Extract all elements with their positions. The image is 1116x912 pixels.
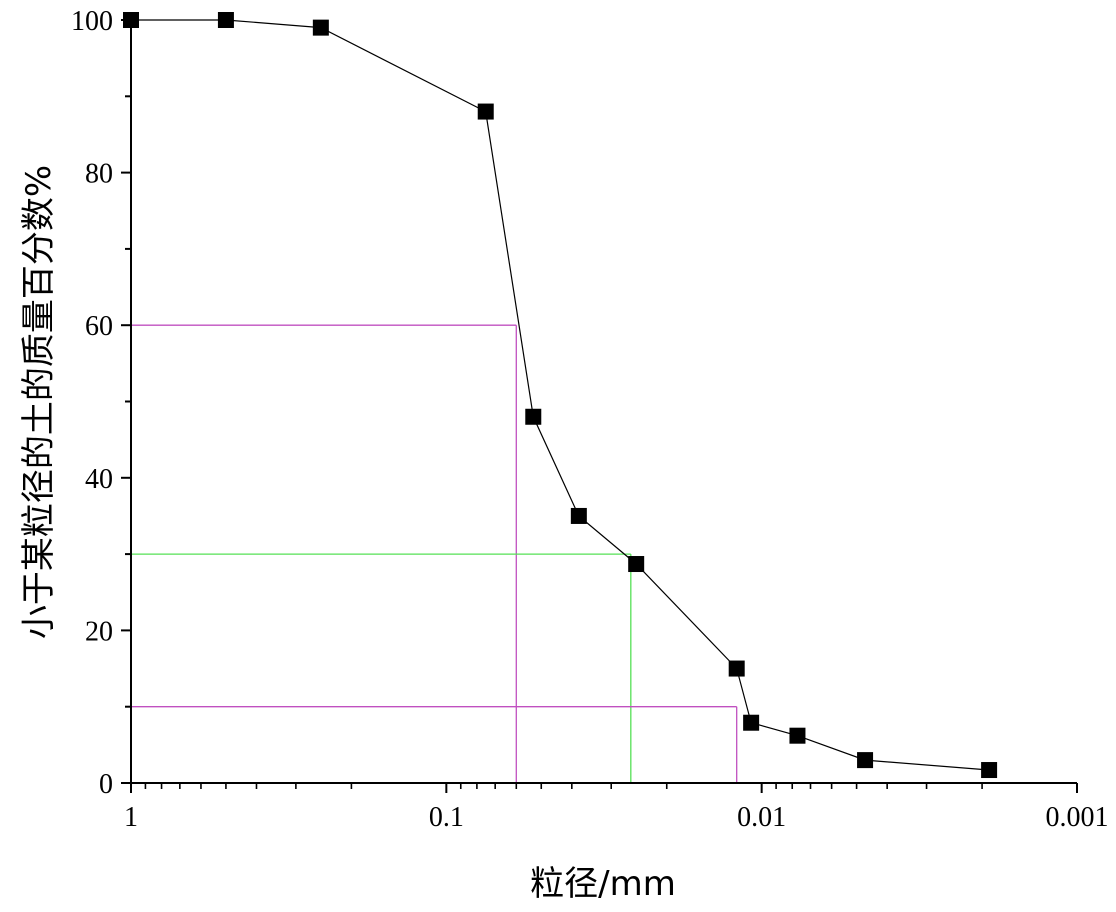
data-point bbox=[570, 507, 587, 524]
data-point bbox=[123, 12, 139, 28]
x-tick-label: 0.001 bbox=[1046, 802, 1109, 833]
data-point bbox=[728, 660, 745, 677]
series-line bbox=[131, 19, 990, 771]
x-tick-label: 0.01 bbox=[737, 802, 786, 833]
data-point bbox=[312, 19, 329, 36]
data-point bbox=[217, 12, 234, 28]
x-tick-label: 0.1 bbox=[429, 802, 464, 833]
y-axis-label: 小于某粒径的土的质量百分数% bbox=[19, 165, 59, 639]
x-tick-label: 1 bbox=[124, 802, 138, 833]
data-point bbox=[743, 714, 760, 731]
y-tick-label: 100 bbox=[71, 6, 113, 37]
data-point bbox=[981, 762, 998, 779]
y-tick-label: 60 bbox=[85, 311, 113, 342]
y-tick-label: 40 bbox=[85, 464, 113, 495]
tick-labels: 0 20 40 60 80 100 1 0.1 0.01 0.001 bbox=[71, 6, 1109, 833]
y-tick-label: 20 bbox=[85, 616, 113, 647]
data-point bbox=[789, 727, 806, 744]
data-point bbox=[857, 752, 874, 769]
data-point bbox=[628, 556, 645, 573]
x-axis-label: 粒径/mm bbox=[530, 864, 676, 904]
data-points bbox=[123, 12, 998, 779]
data-point bbox=[477, 103, 494, 120]
y-tick-label: 80 bbox=[85, 159, 113, 190]
axes bbox=[121, 18, 1078, 793]
y-tick-label: 0 bbox=[99, 769, 113, 800]
data-point bbox=[525, 408, 542, 425]
reference-lines bbox=[131, 324, 738, 783]
